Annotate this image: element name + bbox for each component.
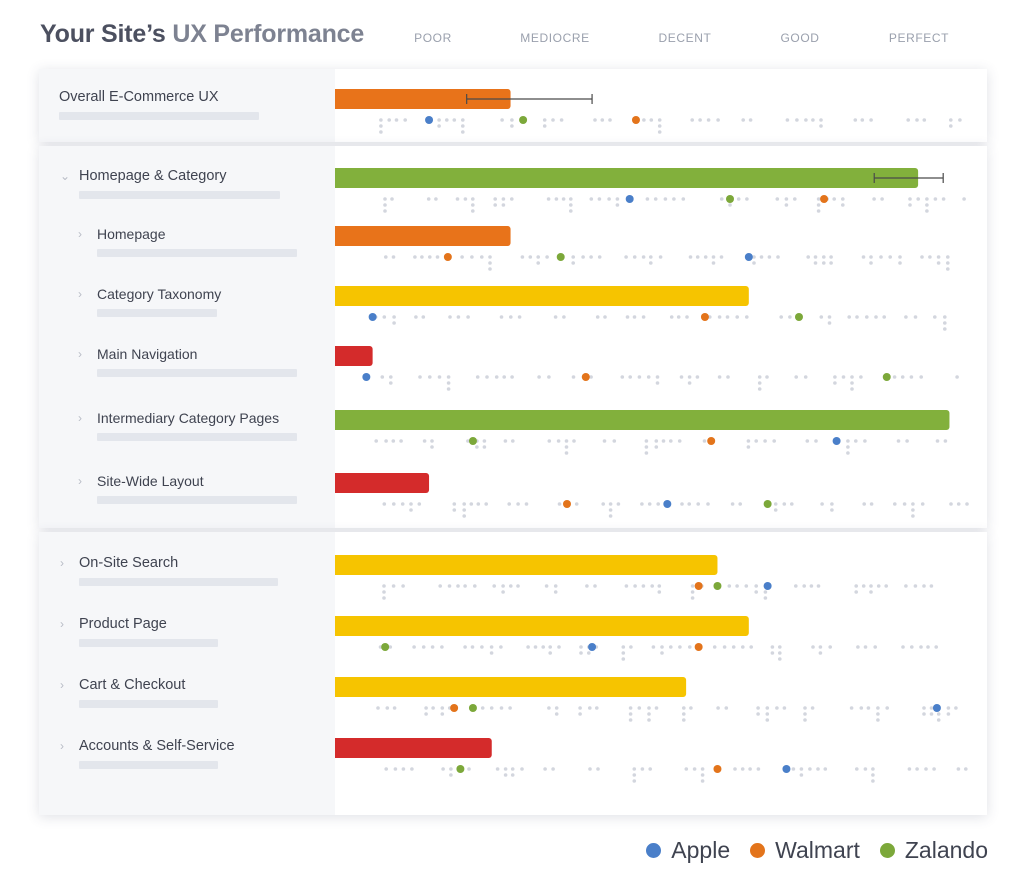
legend-dot-apple [646, 842, 662, 858]
chevron-right-icon[interactable]: › [60, 617, 64, 631]
legend-label-walmart: Walmart [775, 836, 860, 863]
row-label-site-wide-layout[interactable]: Site-Wide Layout [97, 473, 204, 489]
card-other-sections [39, 532, 987, 815]
chevron-right-icon[interactable]: › [78, 347, 82, 361]
chevron-right-icon[interactable]: › [60, 556, 64, 570]
scale-label-mediocre: MEDIOCRE [520, 31, 590, 45]
legend-item-zalando: Zalando [879, 836, 988, 864]
legend: Apple Walmart Zalando [646, 835, 988, 865]
legend-dot-zalando [879, 842, 895, 858]
card-sidebar [39, 532, 335, 815]
scale-label-decent: DECENT [658, 31, 712, 45]
row-label-placeholder [97, 496, 297, 504]
chevron-right-icon[interactable]: › [78, 474, 82, 488]
row-label-placeholder [59, 112, 259, 120]
scale-label-perfect: PERFECT [888, 31, 950, 45]
row-label-placeholder [79, 700, 218, 708]
page-title-accent: UX Performance [172, 20, 365, 48]
row-label-placeholder [79, 761, 218, 769]
card-sidebar [39, 69, 335, 142]
chevron-right-icon[interactable]: › [78, 227, 82, 241]
legend-dot-walmart [750, 842, 766, 858]
row-label-intermediary-category-pages[interactable]: Intermediary Category Pages [97, 410, 280, 426]
row-label-placeholder [79, 639, 218, 647]
row-label-product-page[interactable]: Product Page [79, 616, 167, 632]
row-label-placeholder [79, 578, 278, 586]
legend-label-zalando: Zalando [904, 836, 988, 863]
row-label-on-site-search[interactable]: On-Site Search [79, 555, 179, 571]
card-homepage-category [39, 146, 987, 528]
chevron-right-icon[interactable]: › [60, 739, 64, 753]
row-label-accounts-and-self-service[interactable]: Accounts & Self-Service [79, 738, 235, 754]
scale-label-poor: POOR [414, 31, 452, 45]
page-title-prefix: Your Site’s [40, 20, 173, 48]
row-label-category-taxonomy[interactable]: Category Taxonomy [97, 286, 222, 302]
legend-item-apple: Apple [646, 837, 730, 864]
chevron-right-icon[interactable]: › [78, 287, 82, 301]
legend-label-apple: Apple [671, 836, 731, 863]
legend-item-walmart: Walmart [750, 837, 860, 864]
page-title: Your Site’s UX Performance [40, 20, 364, 49]
card-sidebar [39, 146, 335, 528]
row-label-placeholder [97, 309, 217, 317]
header: Your Site’s UX Performance POOR MEDIOCRE D… [0, 0, 1030, 68]
row-label-overall-e-commerce-ux[interactable]: Overall E-Commerce UX [59, 89, 219, 105]
row-label-homepage-and-category[interactable]: Homepage & Category [79, 168, 227, 184]
chevron-right-icon[interactable]: › [60, 678, 64, 692]
row-label-placeholder [79, 191, 280, 199]
scale-label-good: GOOD [780, 31, 820, 45]
row-label-placeholder [97, 369, 297, 377]
row-label-main-navigation[interactable]: Main Navigation [97, 346, 198, 362]
row-label-homepage[interactable]: Homepage [97, 226, 166, 242]
chevron-down-icon[interactable]: ⌄ [60, 169, 71, 183]
row-label-placeholder [97, 249, 297, 257]
row-label-placeholder [97, 433, 297, 441]
row-label-cart-and-checkout[interactable]: Cart & Checkout [79, 677, 186, 693]
card-overall [39, 69, 987, 142]
chevron-right-icon[interactable]: › [78, 411, 82, 425]
